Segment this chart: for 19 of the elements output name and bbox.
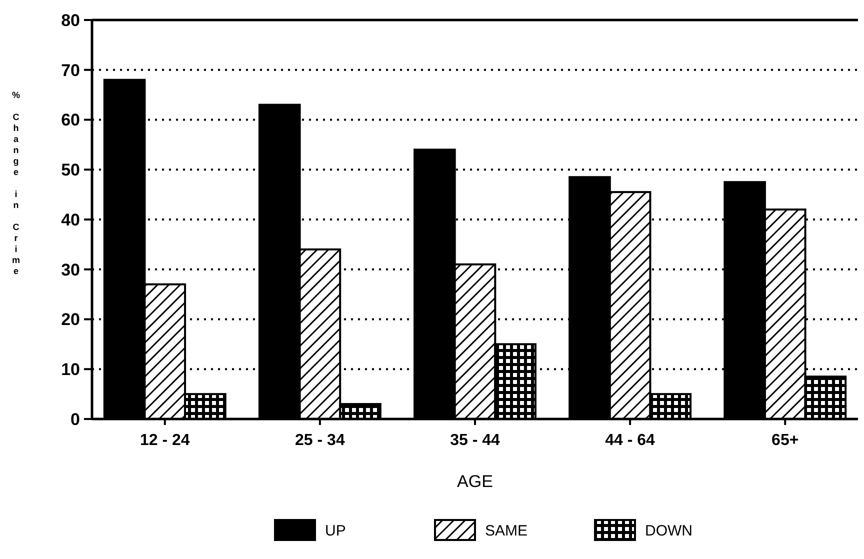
y-tick-label: 0 [70,410,80,429]
y-tick-label: 80 [61,10,80,30]
x-tick-label: 44 - 64 [605,432,656,449]
x-tick-label: 25 - 34 [295,432,345,449]
x-tick-label: 35 - 44 [450,432,500,449]
x-tick-label: 12 - 24 [140,432,190,449]
y-tick-label: 50 [61,160,80,180]
x-axis-title: AGE [457,472,493,491]
y-tick-label: 20 [61,310,80,330]
y-axis-title: % Change in Crime [11,90,21,277]
y-tick-label: 70 [61,60,80,80]
legend-label: UP [325,522,346,540]
x-tick-label: 65+ [772,432,799,449]
y-tick-label: 40 [61,210,80,230]
legend-label: DOWN [645,522,692,540]
y-tick-label: 60 [61,110,80,130]
y-tick-label: 30 [61,260,80,280]
legend-label: SAME [485,522,528,540]
y-tick-label: 10 [61,360,80,380]
